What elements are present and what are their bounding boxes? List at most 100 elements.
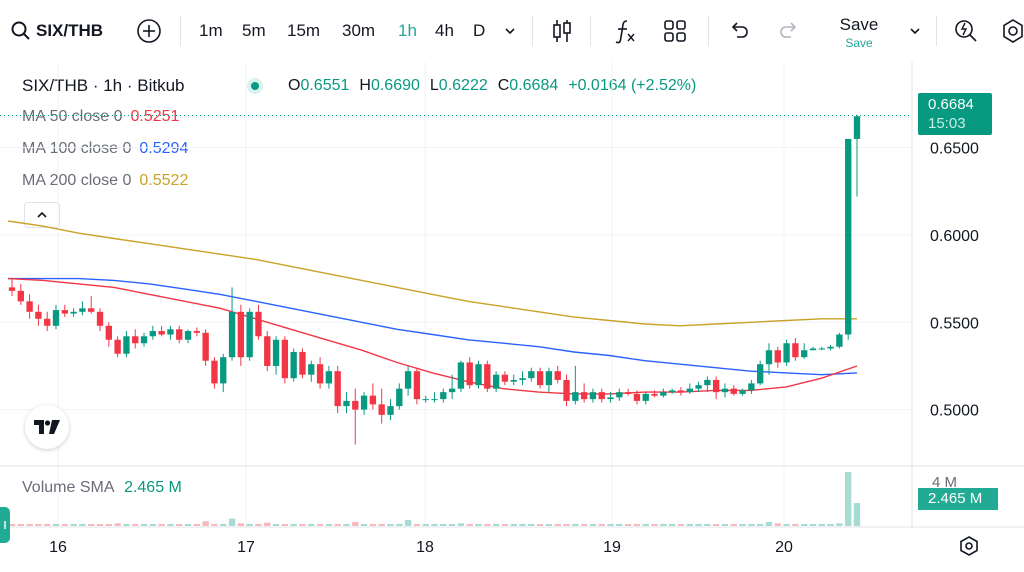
volume-bar xyxy=(730,524,737,526)
close-value: 0.6684 xyxy=(509,77,559,94)
timeframe-1m[interactable]: 1m xyxy=(199,21,223,40)
candle xyxy=(8,278,16,297)
candle xyxy=(26,294,33,319)
candle-body xyxy=(721,388,729,393)
candle-body xyxy=(836,334,843,347)
candle-body xyxy=(17,290,24,302)
candle xyxy=(422,395,429,403)
candle xyxy=(35,304,42,326)
volume-bar xyxy=(528,524,535,526)
candles-icon xyxy=(553,20,571,42)
candle-body xyxy=(88,308,95,312)
bar-countdown: 15:03 xyxy=(928,115,966,132)
volume-bar xyxy=(616,524,623,526)
candle-body xyxy=(616,392,623,398)
candle-body xyxy=(589,392,597,400)
volume-bar xyxy=(765,521,773,526)
tradingview-logo[interactable] xyxy=(25,405,69,449)
candle xyxy=(818,346,825,351)
timeframe-D[interactable]: D xyxy=(473,21,486,40)
candle xyxy=(123,331,130,358)
volume-bar xyxy=(140,524,148,526)
volume-bar xyxy=(712,524,720,526)
toolbar-divider xyxy=(590,16,591,46)
candle xyxy=(246,308,253,361)
timeframe-4h[interactable]: 4h xyxy=(435,21,454,40)
candle xyxy=(352,388,359,445)
volume-bar xyxy=(545,524,553,526)
volume-bar xyxy=(114,523,121,526)
candle xyxy=(774,346,781,368)
candle-body xyxy=(255,311,262,337)
settings-button[interactable] xyxy=(1000,0,1024,62)
quick-search-button[interactable] xyxy=(953,0,979,62)
timeframe-dropdown[interactable] xyxy=(503,0,517,62)
market-status-indicator[interactable] xyxy=(244,77,266,95)
chevron-up-icon xyxy=(37,211,47,218)
time-tick-label: 17 xyxy=(237,539,255,556)
candle-body xyxy=(325,371,333,384)
indicator-ma100[interactable]: MA 100 close 0 0.5294 xyxy=(22,140,188,158)
candle xyxy=(176,325,183,344)
chart-type-button[interactable] xyxy=(550,0,574,62)
toolbar-divider xyxy=(936,16,937,46)
indicators-button[interactable] xyxy=(612,0,638,62)
candle xyxy=(712,376,720,400)
candle-body xyxy=(607,397,614,400)
volume-bar xyxy=(290,524,297,526)
candle xyxy=(281,336,289,384)
layouts-button[interactable] xyxy=(663,0,687,62)
volume-bar xyxy=(739,524,746,526)
volume-bar xyxy=(607,524,614,526)
function-icon xyxy=(615,20,635,44)
price-tick-label: 0.5000 xyxy=(930,403,979,420)
volume-legend[interactable]: Volume SMA 2.465 M xyxy=(22,479,182,497)
compare-symbol-button[interactable] xyxy=(136,0,162,62)
ohlc-values: O 0.6551 H 0.6690 L 0.6222 C 0.6684 +0.0… xyxy=(288,74,696,98)
redo-button[interactable] xyxy=(778,0,800,62)
candle xyxy=(360,392,368,415)
timeframe-15m[interactable]: 15m xyxy=(287,21,321,40)
chart-settings-button[interactable] xyxy=(958,535,980,557)
candle-body xyxy=(123,336,130,354)
save-menu-dropdown[interactable] xyxy=(908,0,922,62)
candle-body xyxy=(387,406,394,415)
symbol-search-button[interactable]: SIX/THB xyxy=(10,0,103,62)
save-button[interactable]: Save Save xyxy=(830,14,888,50)
timeframe-30m[interactable]: 30m xyxy=(342,21,376,40)
candle-body xyxy=(501,374,509,382)
candle xyxy=(220,353,227,393)
indicator-ma200[interactable]: MA 200 close 0 0.5522 xyxy=(22,172,188,190)
candle-body xyxy=(677,390,685,393)
candle xyxy=(96,308,104,332)
volume-bar xyxy=(492,524,500,526)
candle-body xyxy=(202,332,209,361)
candle xyxy=(440,388,447,403)
candle-body xyxy=(26,301,33,312)
candle xyxy=(228,287,236,361)
volume-bar xyxy=(536,524,544,526)
volume-bar xyxy=(176,524,183,526)
volume-bar xyxy=(308,524,315,526)
indicator-ma50[interactable]: MA 50 close 0 0.5251 xyxy=(22,108,179,126)
volume-badge: 2.465 M xyxy=(918,488,998,510)
last-price-value: 0.6684 xyxy=(928,96,974,113)
candle-body xyxy=(431,399,438,401)
volume-bar xyxy=(316,524,324,526)
candle-body xyxy=(528,371,535,379)
candle xyxy=(167,325,174,340)
price-chart[interactable]: 0.6500 0.6000 0.5500 0.5000 16 17 18 19 20 xyxy=(0,62,1024,572)
volume-bar xyxy=(757,524,764,526)
volume-bar xyxy=(624,524,632,526)
candle-body xyxy=(510,379,517,382)
timeframe-5m[interactable]: 5m xyxy=(242,21,266,40)
candle-body xyxy=(484,364,491,389)
volume-bar xyxy=(519,524,526,526)
candle xyxy=(387,399,394,421)
price-tick-label: 0.5500 xyxy=(930,315,979,332)
candle-body xyxy=(167,329,174,335)
candle xyxy=(607,392,614,403)
timeframe-1h[interactable]: 1h xyxy=(398,21,417,40)
pane-resize-handle[interactable] xyxy=(0,507,10,543)
undo-button[interactable] xyxy=(728,0,750,62)
